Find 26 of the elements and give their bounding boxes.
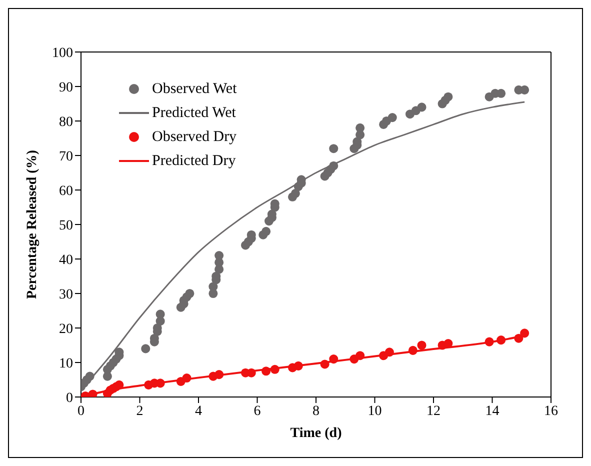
x-tick-label: 6 [254,404,261,419]
legend-label: Predicted Wet [152,104,236,122]
x-tick-label: 16 [544,404,558,419]
y-tick-label: 10 [59,356,73,372]
legend-label: Observed Wet [152,80,237,98]
legend-label: Observed Dry [152,128,237,146]
y-tick-label: 90 [59,80,73,96]
x-tick-label: 10 [368,404,382,419]
y-tick-label: 80 [59,114,73,130]
x-axis-title: Time (d) [290,426,342,441]
x-tick-label: 14 [485,404,500,419]
y-tick-label: 30 [59,287,73,302]
y-tick-label: 50 [59,218,73,234]
x-tick-label: 8 [312,404,320,419]
legend-label: Predicted Dry [152,152,236,170]
y-tick-label: 70 [59,149,73,164]
y-tick-label: 100 [52,46,73,61]
x-tick-label: 12 [426,404,440,419]
y-tick-label: 60 [59,184,73,199]
y-axis-title: Percentage Released (%) [24,150,40,300]
y-tick-label: 40 [59,252,73,268]
x-tick-label: 4 [195,404,202,419]
y-tick-label: 0 [66,390,73,406]
x-tick-label: 2 [136,404,144,419]
y-tick-label: 20 [59,322,73,337]
x-tick-label: 0 [78,404,84,419]
